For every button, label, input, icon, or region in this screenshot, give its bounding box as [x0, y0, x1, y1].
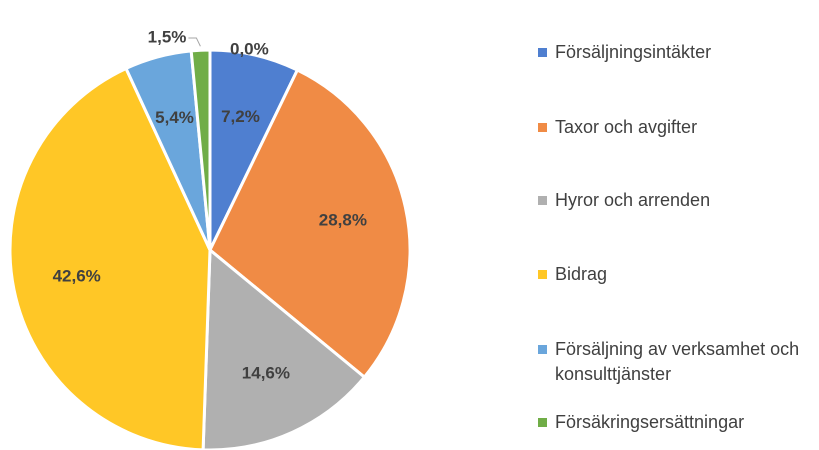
- legend-swatch: [538, 48, 547, 57]
- legend-item: Hyror och arrenden: [530, 188, 815, 213]
- pie-slice: [208, 68, 412, 380]
- legend-item: Bidrag: [530, 262, 815, 287]
- legend-item: Försäljning av verksamhet och konsulttjä…: [530, 337, 815, 387]
- data-label: 5,4%: [155, 108, 194, 127]
- legend-label: Försäljningsintäkter: [555, 42, 712, 62]
- legend-label: Hyror och arrenden: [555, 190, 711, 210]
- legend-label: Taxor och avgifter: [555, 117, 698, 137]
- legend-label: Försäkringsersättningar: [555, 412, 745, 432]
- pie-slice: [8, 66, 212, 450]
- data-label: 28,8%: [319, 210, 367, 229]
- legend-swatch: [538, 418, 547, 427]
- legend-swatch: [538, 345, 547, 354]
- legend-label: Bidrag: [555, 264, 608, 284]
- data-label: 0,0%: [230, 39, 269, 58]
- legend-swatch: [538, 196, 547, 205]
- leader-line: [188, 37, 201, 47]
- data-label: 42,6%: [53, 266, 101, 285]
- legend-swatch: [538, 123, 547, 132]
- legend-label: Försäljning av verksamhet och konsulttjä…: [555, 339, 800, 384]
- legend-item: Försäljningsintäkter: [530, 40, 815, 65]
- data-label: 7,2%: [221, 107, 260, 126]
- data-label: 1,5%: [148, 27, 187, 46]
- legend-item: Försäkringsersättningar: [530, 410, 815, 435]
- legend-item: Taxor och avgifter: [530, 115, 815, 140]
- legend-swatch: [538, 270, 547, 279]
- data-label: 14,6%: [242, 363, 290, 382]
